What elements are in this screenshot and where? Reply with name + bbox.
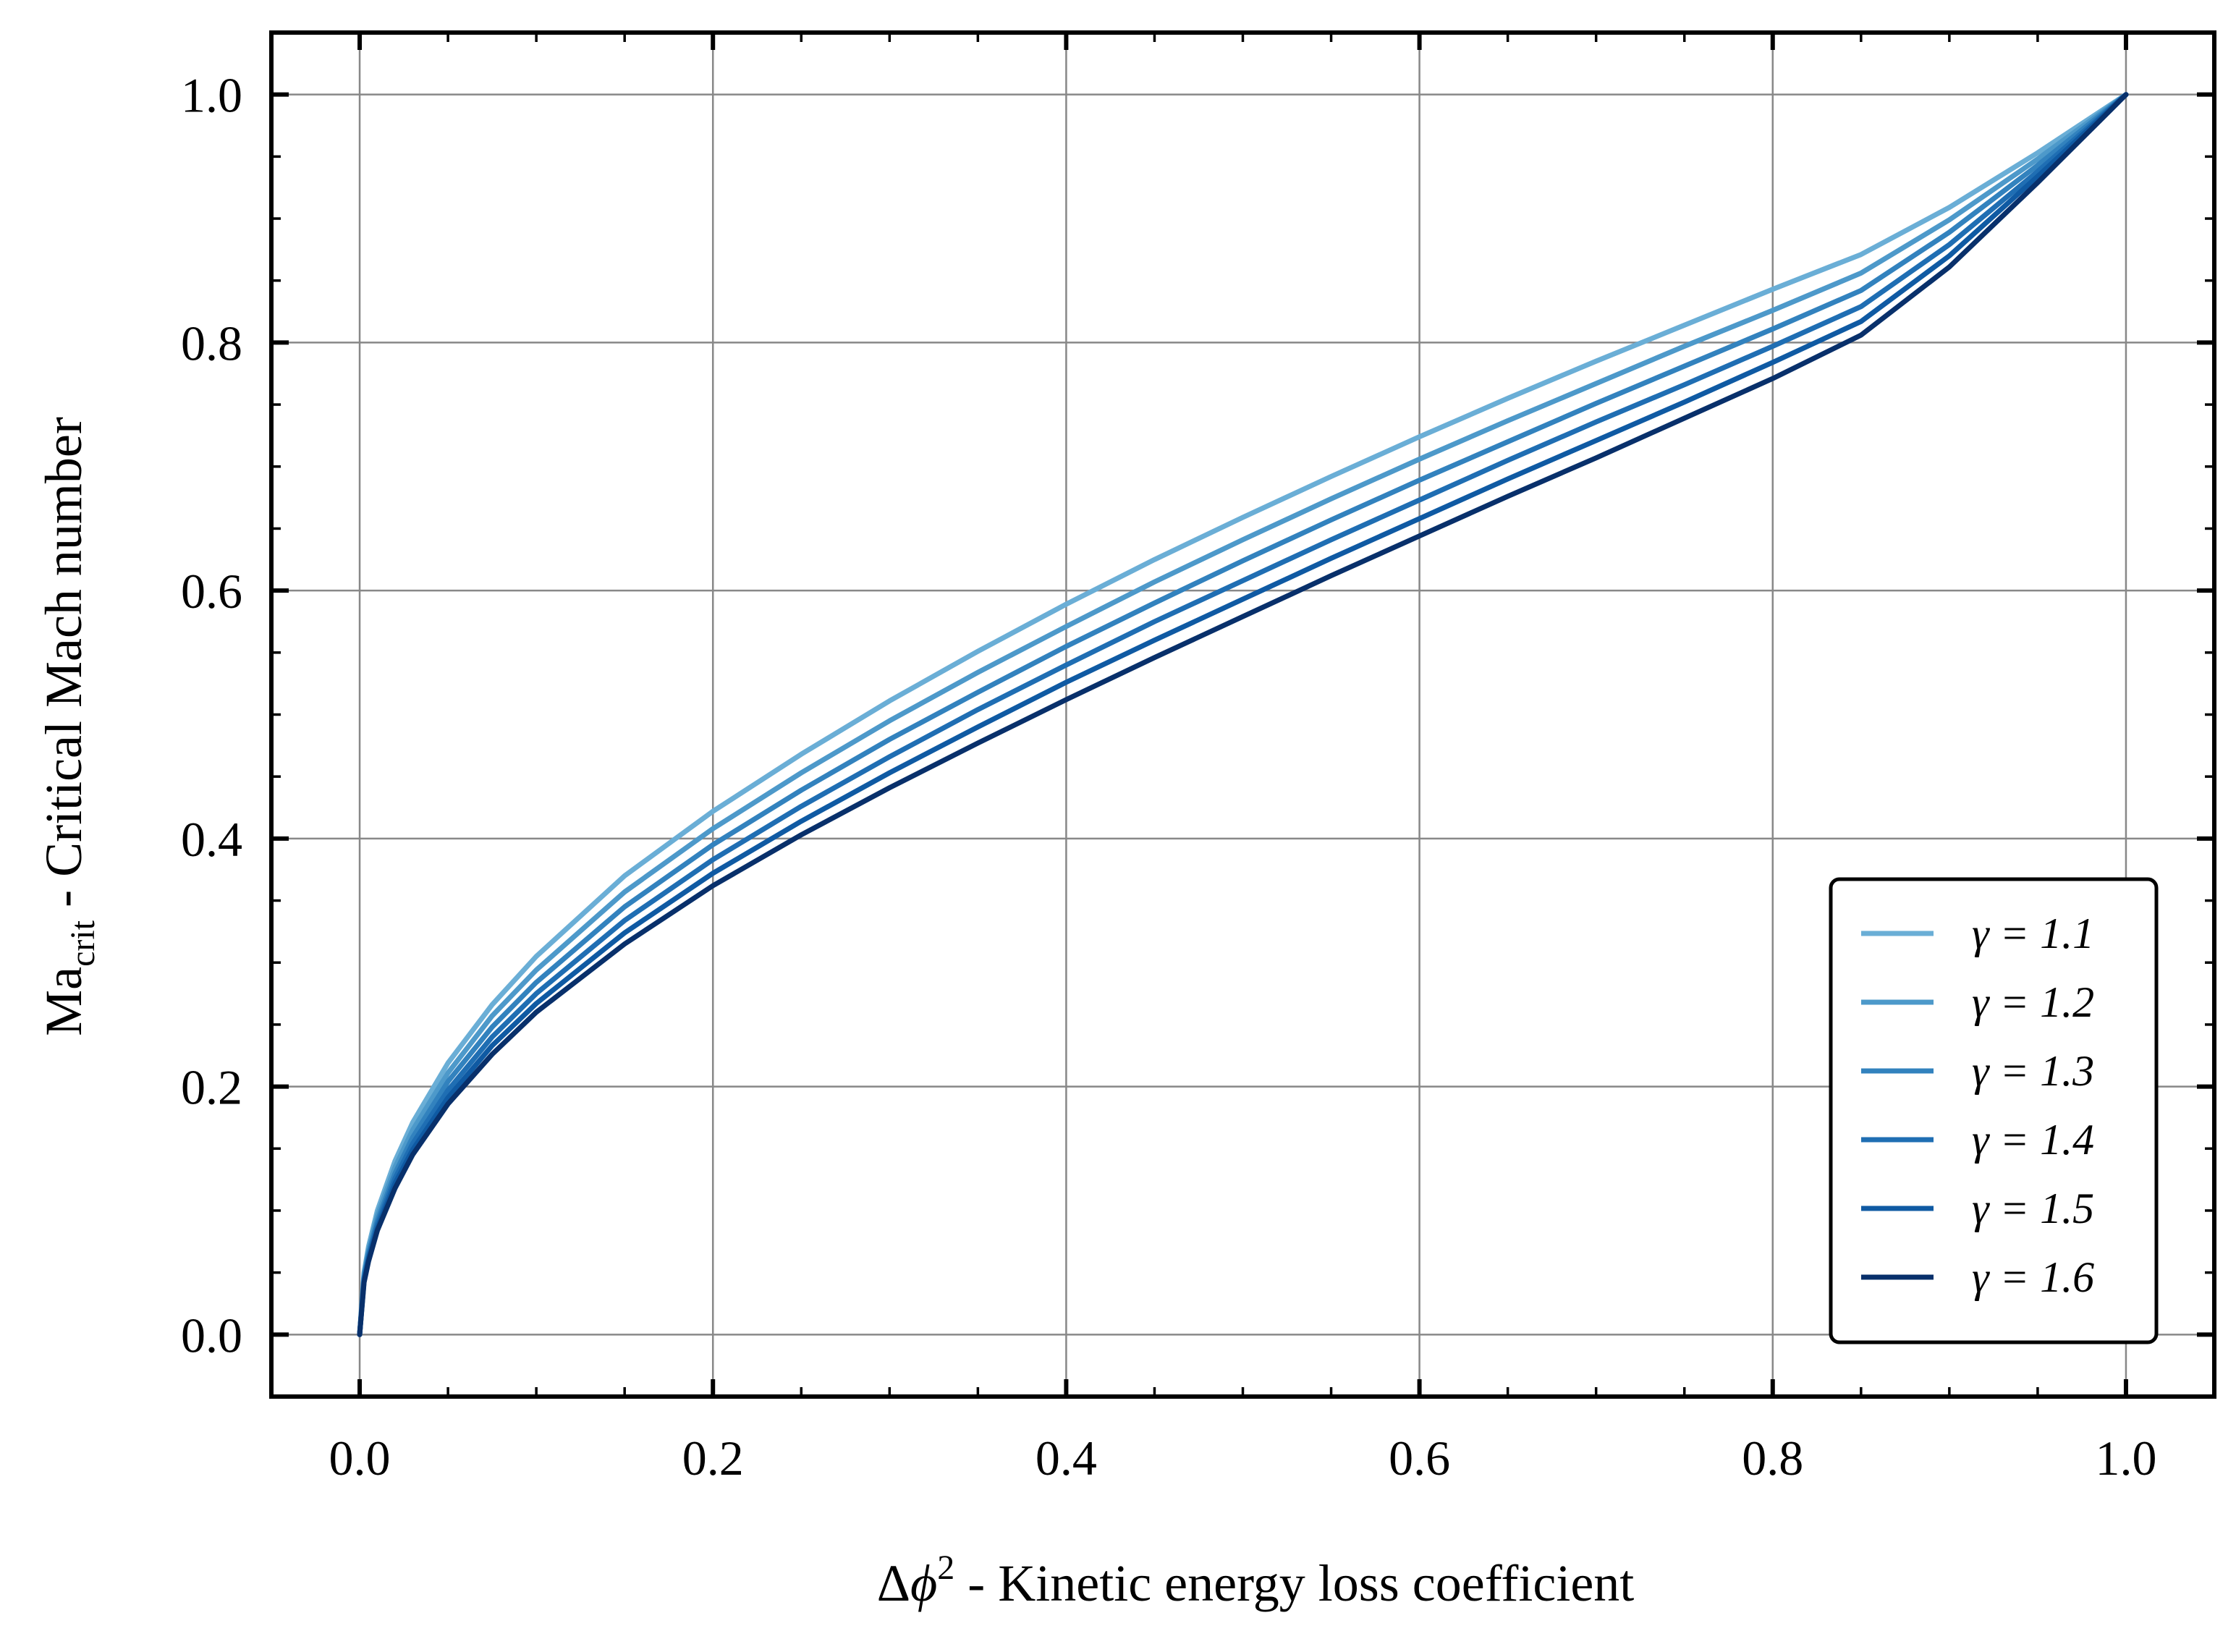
y-axis-subscript: crit [64, 920, 102, 967]
x-tick-label: 0.6 [1389, 1431, 1450, 1486]
legend-box [1829, 877, 2159, 1344]
x-axis-title-rest: - Kinetic energy loss coefficient [954, 1554, 1634, 1612]
y-tick-label: 0.2 [181, 1060, 242, 1115]
series-line-gamma-1.2 [357, 92, 2129, 1337]
y-tick-label: 0.4 [181, 812, 242, 867]
y-axis-title: Macrit - Critical Mach number [35, 417, 102, 1036]
x-tick-label: 0.8 [1742, 1431, 1803, 1486]
y-tick-label: 0.8 [181, 315, 242, 370]
legend: γ = 1.1 γ = 1.2 γ = 1.3 γ = 1.4 γ = 1.5 γ = 1… [1829, 877, 2159, 1344]
grid-lines [271, 33, 2214, 1397]
legend-label: γ = 1.2 [1972, 978, 2094, 1026]
x-tick-label: 1.0 [2095, 1431, 2156, 1486]
y-axis-title-rest: - Critical Mach number [35, 417, 93, 920]
x-tick-label: 0.4 [1036, 1431, 1097, 1486]
legend-label: γ = 1.3 [1972, 1047, 2094, 1095]
series-line-gamma-1.6 [357, 92, 2129, 1337]
legend-label: γ = 1.4 [1972, 1116, 2094, 1164]
y-tick-label: 0.6 [181, 564, 242, 619]
legend-label: γ = 1.5 [1972, 1185, 2094, 1232]
series-line-gamma-1.1 [357, 92, 2129, 1337]
tick-labels: 0.0 0.2 0.4 0.6 0.8 1.0 0.0 0.2 0.4 0.6 0.8 1.0 [181, 68, 2156, 1486]
axis-ticks [270, 31, 2216, 1398]
x-tick-label: 0.0 [329, 1431, 391, 1486]
legend-label: γ = 1.1 [1972, 910, 2094, 957]
x-axis-title: Δϕ2 - Kinetic energy loss coefficient [877, 1549, 1635, 1612]
y-tick-label: 0.0 [181, 1308, 242, 1363]
x-axis-delta: Δ [877, 1554, 910, 1612]
y-tick-label: 1.0 [181, 68, 242, 123]
y-axis-ma: Ma [35, 967, 93, 1036]
x-axis-phi: ϕ [910, 1554, 937, 1612]
legend-label: γ = 1.6 [1972, 1253, 2094, 1301]
x-axis-superscript: 2 [937, 1549, 954, 1587]
series-lines [357, 92, 2129, 1337]
x-tick-label: 0.2 [682, 1431, 744, 1486]
